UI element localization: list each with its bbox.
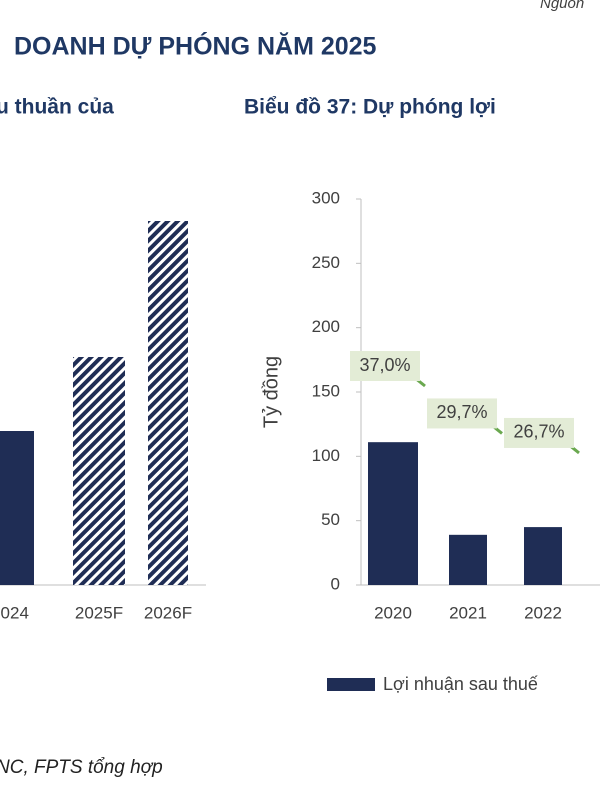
bar (524, 527, 562, 585)
x-tick-label: 2026F (144, 603, 192, 622)
y-tick-label: 50 (321, 510, 340, 529)
bar (449, 534, 487, 585)
legend-label: Lợi nhuận sau thuế (383, 674, 538, 694)
bar (0, 431, 34, 585)
source: NC, FPTS tổng hợp (0, 757, 163, 778)
label-box (504, 417, 574, 448)
data-label: 29,7% (436, 402, 487, 422)
bar (368, 442, 418, 585)
y-tick-label: 150 (312, 381, 340, 400)
heading: DOANH DỰ PHÓNG NĂM 2025 (14, 31, 377, 61)
chart-title: Biểu đồ 37: Dự phóng lợi (244, 96, 496, 119)
label-box (427, 398, 497, 429)
y-tick-label: 0 (331, 574, 340, 593)
y-tick-label: 200 (312, 317, 340, 336)
y-tick-label: 300 (312, 188, 340, 207)
bar (148, 221, 188, 585)
legend-swatch (327, 678, 375, 691)
x-tick-label: 2020 (374, 603, 412, 622)
y-axis-label: Tỷ đồng (260, 356, 282, 428)
x-tick-label: 2025F (75, 603, 123, 622)
x-tick-label: 2022 (524, 603, 562, 622)
label-box (350, 351, 420, 381)
x-tick-label: 2024 (0, 603, 29, 622)
y-tick-label: 250 (312, 253, 340, 272)
data-label: 26,7% (513, 422, 564, 442)
x-tick-label: 2021 (449, 603, 487, 622)
data-label: 37,0% (359, 355, 410, 375)
bar (73, 357, 125, 585)
chart-title: u thuần của (0, 96, 114, 119)
y-tick-label: 100 (312, 446, 340, 465)
source-top: Nguồn (540, 0, 584, 12)
